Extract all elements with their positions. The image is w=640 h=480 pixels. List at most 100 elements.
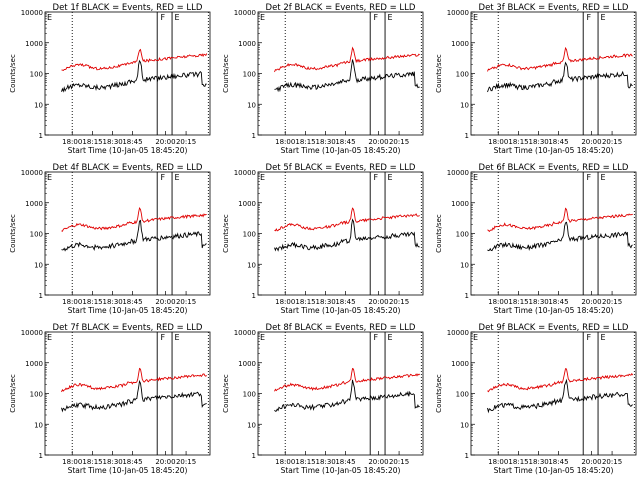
y-tick-label: 1 xyxy=(39,132,43,140)
plot-frame xyxy=(470,331,637,456)
y-tick-label: 100 xyxy=(456,231,469,239)
y-tick-label: 1000 xyxy=(238,40,256,48)
y-tick-label: 1000 xyxy=(451,200,469,208)
flare-label-f: F xyxy=(587,13,592,22)
x-tick-label: 20:15 xyxy=(602,458,622,466)
events-series xyxy=(61,379,207,413)
panel-det-7: Det 7f BLACK = Events, RED = LLD 1 10 100 10… xyxy=(9,323,211,475)
x-tick-label: 18:45 xyxy=(122,458,142,466)
x-tick-label: 20:00 xyxy=(368,298,388,306)
events-series xyxy=(274,379,420,412)
x-tick-label: 18:00 xyxy=(62,458,82,466)
x-tick-label: 20:15 xyxy=(602,298,622,306)
flare-label-f: F xyxy=(161,13,166,22)
y-tick-label: 1 xyxy=(465,452,469,460)
y-tick-label: 10000 xyxy=(21,169,43,177)
flare-label-e-left: E xyxy=(473,173,478,182)
y-tick-label: 10 xyxy=(247,421,256,429)
x-tick-label: 18:30 xyxy=(529,298,549,306)
events-series xyxy=(61,219,207,252)
y-tick-label: 1000 xyxy=(25,40,43,48)
y-tick-label: 1 xyxy=(465,132,469,140)
flare-label-e: E xyxy=(388,173,393,182)
flare-label-e-left: E xyxy=(47,13,52,22)
flare-label-e-left: E xyxy=(260,13,265,22)
y-tick-label: 100 xyxy=(456,391,469,399)
y-axis-label: Counts/sec xyxy=(435,214,443,253)
flare-label-f: F xyxy=(587,333,592,342)
flare-label-e: E xyxy=(601,13,606,22)
flare-label-f: F xyxy=(587,173,592,182)
x-tick-label: 18:00 xyxy=(488,458,508,466)
y-tick-label: 10000 xyxy=(447,169,469,177)
y-tick-label: 10 xyxy=(460,101,469,109)
x-tick-label: 18:30 xyxy=(103,298,123,306)
y-tick-label: 10000 xyxy=(234,9,256,17)
panel-title: Det 1f BLACK = Events, RED = LLD xyxy=(53,3,203,13)
x-tick-label: 20:00 xyxy=(581,298,601,306)
panel-title: Det 9f BLACK = Events, RED = LLD xyxy=(479,323,629,333)
x-tick-label: 18:00 xyxy=(275,138,295,146)
panel-title: Det 8f BLACK = Events, RED = LLD xyxy=(266,323,416,333)
flare-label-e-left: E xyxy=(473,333,478,342)
panel-det-9: Det 9f BLACK = Events, RED = LLD 1 10 100 10… xyxy=(435,323,637,475)
x-tick-label: 20:15 xyxy=(176,138,196,146)
y-tick-label: 10 xyxy=(34,421,43,429)
flare-label-e-left: E xyxy=(260,333,265,342)
x-tick-label: 18:15 xyxy=(508,458,528,466)
y-tick-label: 10000 xyxy=(21,329,43,337)
y-tick-label: 1 xyxy=(39,292,43,300)
x-tick-label: 18:45 xyxy=(548,298,568,306)
y-tick-label: 1000 xyxy=(238,200,256,208)
panel-det-3: Det 3f BLACK = Events, RED = LLD 1 10 100 10… xyxy=(435,3,637,155)
lld-series xyxy=(61,207,207,232)
events-series xyxy=(487,61,633,93)
y-axis-label: Counts/sec xyxy=(222,54,230,93)
y-tick-label: 1000 xyxy=(25,360,43,368)
y-tick-label: 1 xyxy=(252,132,256,140)
panel-det-5: Det 5f BLACK = Events, RED = LLD 1 10 100 10… xyxy=(222,163,424,315)
flare-label-e: E xyxy=(175,13,180,22)
y-axis-label: Counts/sec xyxy=(9,214,17,253)
y-tick-label: 100 xyxy=(30,391,43,399)
y-tick-label: 100 xyxy=(456,71,469,79)
x-tick-label: 20:15 xyxy=(176,298,196,306)
x-tick-label: 20:15 xyxy=(176,458,196,466)
x-tick-label: 20:00 xyxy=(155,458,175,466)
events-series xyxy=(61,59,207,93)
y-tick-label: 1 xyxy=(39,452,43,460)
flare-label-e: E xyxy=(175,173,180,182)
x-tick-label: 18:30 xyxy=(316,298,336,306)
x-tick-label: 18:45 xyxy=(335,458,355,466)
x-tick-label: 18:45 xyxy=(122,298,142,306)
x-tick-label: 18:15 xyxy=(82,458,102,466)
flare-label-e-left: E xyxy=(260,173,265,182)
x-tick-label: 18:30 xyxy=(103,458,123,466)
x-tick-label: 20:00 xyxy=(581,458,601,466)
y-tick-label: 1000 xyxy=(451,40,469,48)
flare-label-e: E xyxy=(601,173,606,182)
y-tick-label: 10 xyxy=(34,261,43,269)
y-tick-label: 10000 xyxy=(447,9,469,17)
y-tick-label: 10000 xyxy=(21,9,43,17)
lld-series xyxy=(274,207,420,232)
y-tick-label: 10000 xyxy=(447,329,469,337)
x-axis-label: Start Time (10-Jan-05 18:45:20) xyxy=(68,306,188,315)
x-tick-label: 18:30 xyxy=(529,138,549,146)
x-tick-label: 20:15 xyxy=(389,298,409,306)
flare-label-f: F xyxy=(161,333,166,342)
x-tick-label: 18:45 xyxy=(122,138,142,146)
x-tick-label: 18:00 xyxy=(62,298,82,306)
x-tick-label: 20:00 xyxy=(368,458,388,466)
lld-series xyxy=(61,48,208,72)
y-axis-label: Counts/sec xyxy=(222,374,230,413)
x-axis-label: Start Time (10-Jan-05 18:45:20) xyxy=(494,146,614,155)
x-tick-label: 18:15 xyxy=(82,138,102,146)
x-tick-label: 18:45 xyxy=(548,458,568,466)
y-tick-label: 100 xyxy=(243,71,256,79)
x-tick-label: 18:00 xyxy=(62,138,82,146)
x-tick-label: 18:15 xyxy=(295,138,315,146)
lld-series xyxy=(487,46,633,72)
x-axis-label: Start Time (10-Jan-05 18:45:20) xyxy=(494,466,614,475)
flare-label-e-left: E xyxy=(473,13,478,22)
